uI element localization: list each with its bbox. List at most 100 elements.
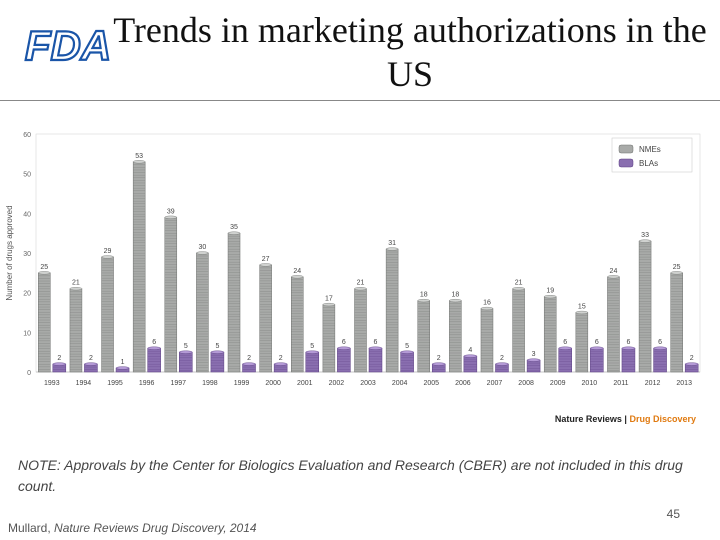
bla-bar — [558, 347, 572, 373]
legend-label: BLAs — [639, 159, 658, 168]
nme-bar — [322, 304, 336, 373]
bar-top-cap — [638, 239, 652, 243]
bla-value-label: 2 — [89, 355, 93, 362]
bar-top-cap — [38, 271, 51, 275]
bar-top-cap — [495, 362, 509, 366]
nme-value-label: 25 — [673, 264, 681, 271]
legend-swatch — [618, 158, 634, 168]
x-tick-label: 2013 — [676, 380, 692, 387]
y-tick-label: 30 — [23, 251, 31, 258]
nme-value-label: 19 — [546, 288, 554, 295]
bar-top-cap — [227, 231, 241, 235]
bar-top-cap — [684, 362, 699, 366]
bar-top-cap — [337, 346, 351, 350]
legend-swatch — [618, 144, 634, 154]
y-tick-label: 20 — [23, 291, 31, 298]
nme-value-label: 29 — [104, 248, 112, 255]
bar-top-cap — [101, 255, 114, 259]
footnote: NOTE: Approvals by the Center for Biolog… — [18, 457, 683, 494]
x-tick-label: 1997 — [170, 380, 186, 387]
citation: Mullard, Nature Reviews Drug Discovery, … — [8, 521, 257, 535]
bla-value-label: 2 — [247, 355, 251, 362]
x-tick-label: 2010 — [582, 380, 598, 387]
x-tick-label: 1996 — [139, 380, 155, 387]
bar-top-cap — [670, 271, 683, 275]
nme-value-label: 15 — [578, 304, 586, 311]
bar-top-cap — [512, 287, 525, 291]
bar-top-cap — [590, 346, 604, 350]
bar-top-cap — [322, 302, 336, 307]
nme-value-label: 30 — [199, 244, 207, 251]
bar-top-cap — [575, 310, 589, 315]
bar-top-cap — [115, 366, 130, 370]
bla-value-label: 6 — [152, 339, 156, 346]
citation-journal: Nature Reviews Drug Discovery, 2014 — [54, 521, 257, 535]
y-axis-label: Number of drugs approved — [5, 205, 14, 300]
x-tick-label: 2004 — [392, 380, 408, 387]
bla-value-label: 6 — [563, 339, 567, 346]
legend-label: NMEs — [639, 145, 661, 154]
slide-title: Trends in marketing authorizations in th… — [113, 10, 707, 94]
bla-value-label: 5 — [215, 343, 219, 350]
nme-bar — [69, 288, 83, 373]
nme-bar — [38, 272, 51, 373]
bar-top-cap — [480, 306, 494, 311]
x-tick-label: 2009 — [550, 380, 566, 387]
fda-logo: FDA — [24, 21, 113, 70]
bar-top-cap — [368, 346, 383, 350]
nme-value-label: 27 — [262, 256, 270, 263]
nme-bar — [670, 272, 683, 373]
bla-bar — [526, 359, 541, 373]
bar-top-cap — [69, 287, 83, 291]
bla-bar — [590, 347, 604, 373]
bla-value-label: 2 — [690, 355, 694, 362]
x-tick-label: 2005 — [423, 380, 439, 387]
bla-value-label: 4 — [468, 347, 472, 354]
y-tick-label: 10 — [23, 330, 31, 337]
bar-top-cap — [196, 251, 209, 255]
source-journal: Drug Discovery — [629, 414, 696, 424]
x-tick-label: 2006 — [455, 380, 471, 387]
bar-top-cap — [526, 358, 541, 362]
bar-top-cap — [210, 350, 225, 354]
nme-value-label: 53 — [135, 153, 143, 160]
bla-value-label: 5 — [184, 343, 188, 350]
bla-value-label: 6 — [595, 339, 599, 346]
x-tick-label: 1995 — [107, 380, 123, 387]
fda-logo-text: FDA — [25, 22, 111, 69]
bla-value-label: 2 — [437, 355, 441, 362]
bar-top-cap — [305, 350, 319, 354]
bla-bar — [337, 347, 351, 373]
bla-value-label: 3 — [532, 351, 536, 358]
x-tick-label: 1993 — [44, 380, 60, 387]
bar-top-cap — [273, 362, 288, 366]
bar-chart: 0 10 20 30 40 50 60 Number of drugs approved 199… — [5, 132, 701, 387]
citation-author: Mullard, — [8, 521, 51, 535]
nme-value-label: 35 — [230, 224, 238, 231]
nme-bar — [575, 312, 589, 373]
bar-top-cap — [621, 346, 636, 350]
x-tick-label: 2002 — [329, 380, 345, 387]
bla-value-label: 2 — [500, 355, 504, 362]
nme-value-label: 16 — [483, 300, 491, 307]
bar-top-cap — [449, 299, 462, 303]
bar-top-cap — [259, 263, 272, 267]
bar-top-cap — [354, 287, 367, 291]
bla-bar — [368, 347, 383, 373]
nme-bar — [196, 252, 209, 373]
x-tick-label: 2001 — [297, 380, 313, 387]
nme-bar — [164, 217, 178, 373]
bla-bar — [653, 347, 667, 373]
x-tick-label: 2012 — [645, 380, 661, 387]
bla-value-label: 6 — [342, 339, 346, 346]
bar-top-cap — [544, 295, 557, 299]
bar-top-cap — [400, 350, 414, 354]
bla-value-label: 6 — [626, 339, 630, 346]
x-tick-label: 2000 — [265, 380, 281, 387]
nme-value-label: 18 — [451, 292, 459, 299]
y-tick-label: 50 — [23, 172, 31, 179]
bla-bar — [147, 347, 161, 373]
nme-value-label: 21 — [357, 280, 365, 287]
x-tick-label: 2011 — [613, 380, 628, 387]
bla-value-label: 6 — [658, 339, 662, 346]
